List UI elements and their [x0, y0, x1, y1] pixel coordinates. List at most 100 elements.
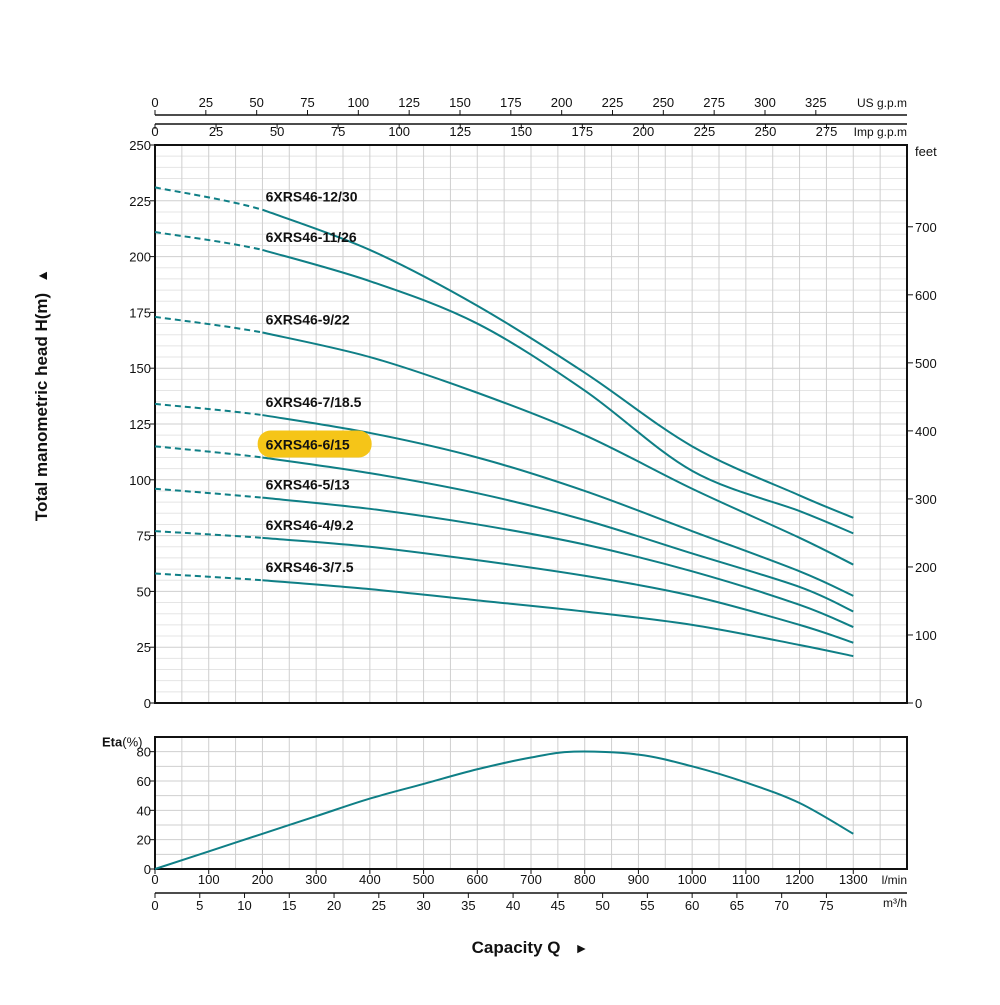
- capacity-axis-title: Capacity Q ►: [472, 938, 589, 957]
- m3h-tick-label: 40: [506, 898, 520, 913]
- eta-curve: [154, 750, 854, 870]
- lmin-tick-label: 1000: [678, 872, 707, 887]
- head-axis-title-text: Total manometric head H(m): [32, 293, 51, 521]
- curve-labels: 6XRS46-12/30 6XRS46-11/26 6XRS46-9/22 6XRS4…: [257, 189, 372, 575]
- feet-tick-label: 200: [915, 560, 937, 575]
- head-y-tick-label: 100: [129, 473, 151, 488]
- us-gpm-tick-label: 150: [449, 95, 471, 110]
- head-y-tick-label: 175: [129, 305, 151, 320]
- m3h-tick-label: 55: [640, 898, 654, 913]
- imp-gpm-tick-label: 0: [151, 124, 158, 139]
- lmin-tick-label: 600: [466, 872, 488, 887]
- eta-y-tick-label: 60: [137, 774, 151, 789]
- imp-gpm-tick-label: 200: [633, 124, 655, 139]
- head-y-tick-label: 125: [129, 417, 151, 432]
- feet-tick-label: 0: [915, 696, 922, 711]
- us-gpm-tick-label: 0: [151, 95, 158, 110]
- lmin-tick-label: 1100: [732, 872, 760, 887]
- feet-tick-label: 700: [915, 220, 937, 235]
- lmin-tick-label: 100: [198, 872, 220, 887]
- imp-gpm-tick-label: 250: [755, 124, 777, 139]
- us-gpm-tick-label: 175: [500, 95, 522, 110]
- head-curve-6XRS46-11/26: [262, 248, 854, 535]
- curve-label: 6XRS46-11/26: [266, 229, 357, 245]
- m3h-tick-label: 35: [461, 898, 475, 913]
- eta-axis-title-unit: (%): [122, 735, 142, 750]
- imp-gpm-tick-label: 225: [694, 124, 716, 139]
- m3h-tick-label: 60: [685, 898, 699, 913]
- curve-label: 6XRS46-9/22: [266, 311, 350, 327]
- efficiency-curve: [154, 750, 854, 870]
- head-y-tick-label: 250: [129, 138, 151, 153]
- head-y-tick-label: 50: [137, 584, 151, 599]
- m3h-tick-label: 50: [595, 898, 609, 913]
- us-gpm-tick-label: 100: [347, 95, 369, 110]
- us-gpm-tick-label: 125: [398, 95, 420, 110]
- imp-gpm-unit-label: Imp g.p.m: [854, 125, 907, 139]
- m3h-tick-label: 25: [372, 898, 386, 913]
- imp-gpm-tick-label: 50: [270, 124, 284, 139]
- curve-label: 6XRS46-4/9.2: [266, 517, 354, 533]
- m3h-tick-label: 45: [551, 898, 565, 913]
- us-gpm-tick-label: 225: [602, 95, 624, 110]
- head-y-tick-label: 200: [129, 250, 151, 265]
- head-curve-6XRS46-6/15: [262, 456, 854, 613]
- eta-y-tick-label: 80: [137, 745, 151, 760]
- head-y-tick-label: 225: [129, 194, 151, 209]
- lmin-tick-label: 0: [151, 872, 158, 887]
- eta-axis-title: Eta(%): [102, 735, 142, 750]
- head-curve-dashed-6XRS46-6/15: [154, 445, 263, 459]
- lmin-tick-label: 400: [359, 872, 381, 887]
- curve-label: 6XRS46-3/7.5: [266, 559, 354, 575]
- head-curve-6XRS46-12/30: [262, 208, 854, 519]
- head-curve-dashed-6XRS46-3/7.5: [154, 572, 263, 582]
- imp-gpm-tick-label: 75: [331, 124, 345, 139]
- imp-gpm-tick-label: 275: [816, 124, 838, 139]
- head-curve-6XRS46-7/18.5: [262, 414, 854, 597]
- imp-gpm-tick-label: 175: [571, 124, 593, 139]
- feet-tick-label: 600: [915, 288, 937, 303]
- head-curve-dashed-6XRS46-4/9.2: [154, 530, 263, 539]
- eta-y-tick-label: 0: [144, 862, 151, 877]
- lmin-tick-label: 800: [574, 872, 596, 887]
- lmin-tick-label: 700: [520, 872, 542, 887]
- m3h-tick-label: 20: [327, 898, 341, 913]
- head-curve-dashed-6XRS46-7/18.5: [154, 402, 263, 417]
- lmin-tick-label: 200: [252, 872, 274, 887]
- curve-label: 6XRS46-6/15: [266, 436, 350, 452]
- axis-titles: Eta(%) Total manometric head H(m) ▲ Capacit…: [32, 269, 588, 957]
- axes: 0255075100125150175200225250010020030040…: [129, 95, 937, 913]
- head-curve-6XRS46-4/9.2: [262, 536, 854, 644]
- eta-y-tick-label: 40: [137, 803, 151, 818]
- m3h-tick-label: 10: [237, 898, 251, 913]
- imp-gpm-tick-label: 25: [209, 124, 223, 139]
- head-curve-6XRS46-3/7.5: [262, 579, 854, 658]
- feet-tick-label: 400: [915, 424, 937, 439]
- m3h-tick-label: 0: [151, 898, 158, 913]
- eta-y-tick-label: 20: [137, 833, 151, 848]
- imp-gpm-tick-label: 100: [388, 124, 410, 139]
- m3h-tick-label: 65: [730, 898, 744, 913]
- feet-tick-label: 300: [915, 492, 937, 507]
- head-y-tick-label: 150: [129, 361, 151, 376]
- m3h-unit-label: m³/h: [883, 896, 907, 910]
- eta-axis-title-text: Eta: [102, 735, 123, 750]
- imp-gpm-tick-label: 125: [449, 124, 471, 139]
- m3h-tick-label: 75: [819, 898, 833, 913]
- lmin-tick-label: 900: [628, 872, 650, 887]
- us-gpm-tick-label: 250: [652, 95, 674, 110]
- lmin-tick-label: 300: [305, 872, 327, 887]
- feet-tick-label: 100: [915, 628, 937, 643]
- lmin-tick-label: 1200: [785, 872, 814, 887]
- head-axis-arrow: ▲: [34, 269, 50, 283]
- head-curve-6XRS46-9/22: [262, 331, 854, 566]
- lmin-tick-label: 1300: [839, 872, 868, 887]
- head-curve-dashed-6XRS46-5/13: [154, 487, 263, 499]
- feet-unit-label: feet: [915, 144, 937, 159]
- m3h-tick-label: 30: [416, 898, 430, 913]
- us-gpm-tick-label: 275: [703, 95, 725, 110]
- curve-label: 6XRS46-12/30: [266, 189, 358, 205]
- head-axis-title: Total manometric head H(m) ▲: [32, 269, 51, 521]
